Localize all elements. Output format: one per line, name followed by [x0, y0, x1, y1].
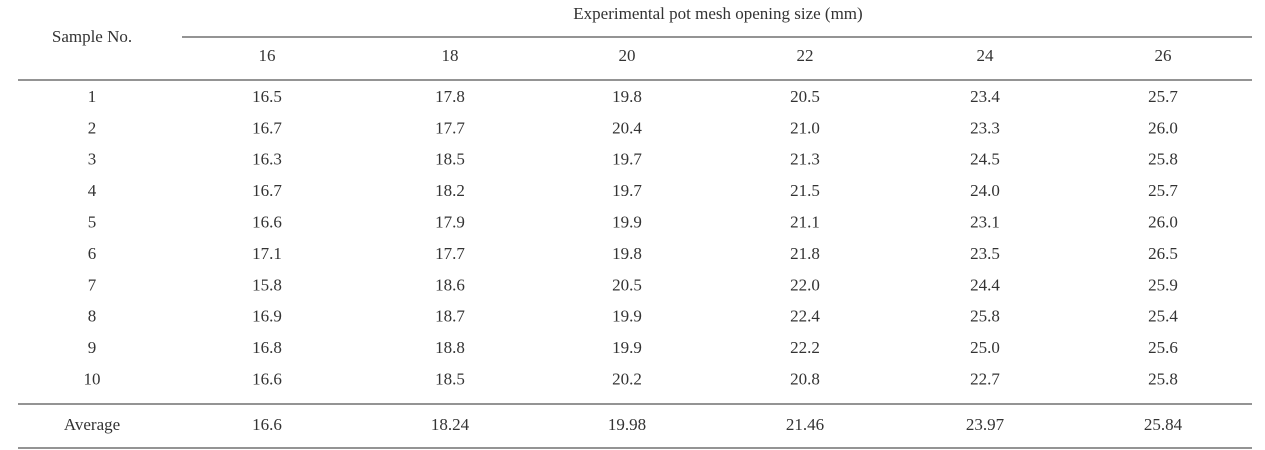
- cell: 23.3: [970, 118, 1000, 137]
- cell: 25.6: [1148, 338, 1178, 357]
- group-header: Experimental pot mesh opening size (mm): [573, 4, 862, 23]
- cell: 19.9: [612, 307, 642, 326]
- cell: 19.8: [612, 244, 642, 263]
- cell: 26.0: [1148, 213, 1178, 232]
- row-label: 5: [88, 213, 97, 232]
- cell: 18.5: [435, 370, 465, 389]
- column-header: 26: [1155, 46, 1172, 65]
- cell: 15.8: [252, 275, 282, 294]
- footer-cell: 21.46: [786, 415, 824, 434]
- cell: 16.9: [252, 307, 282, 326]
- cell: 21.3: [790, 150, 820, 169]
- cell: 21.1: [790, 213, 820, 232]
- row-label: 2: [88, 118, 97, 137]
- row-label: 10: [84, 370, 101, 389]
- row-label: 9: [88, 338, 97, 357]
- cell: 16.7: [252, 118, 282, 137]
- cell: 24.5: [970, 150, 1000, 169]
- cell: 23.4: [970, 87, 1000, 106]
- cell: 16.7: [252, 181, 282, 200]
- column-header: 18: [442, 46, 459, 65]
- cell: 24.0: [970, 181, 1000, 200]
- cell: 23.1: [970, 213, 1000, 232]
- column-header: 22: [797, 46, 814, 65]
- cell: 25.8: [1148, 150, 1178, 169]
- cell: 16.5: [252, 87, 282, 106]
- cell: 18.7: [435, 307, 465, 326]
- cell: 26.5: [1148, 244, 1178, 263]
- cell: 22.2: [790, 338, 820, 357]
- cell: 16.6: [252, 213, 282, 232]
- cell: 25.4: [1148, 307, 1178, 326]
- cell: 25.8: [1148, 370, 1178, 389]
- cell: 25.9: [1148, 275, 1178, 294]
- cell: 17.9: [435, 213, 465, 232]
- cell: 18.8: [435, 338, 465, 357]
- cell: 25.0: [970, 338, 1000, 357]
- cell: 20.5: [790, 87, 820, 106]
- cell: 20.8: [790, 370, 820, 389]
- cell: 20.5: [612, 275, 642, 294]
- cell: 16.6: [252, 370, 282, 389]
- cell: 18.2: [435, 181, 465, 200]
- footer-label: Average: [64, 415, 120, 434]
- cell: 22.0: [790, 275, 820, 294]
- row-header: Sample No.: [52, 27, 132, 46]
- cell: 17.1: [252, 244, 282, 263]
- cell: 20.4: [612, 118, 642, 137]
- cell: 21.8: [790, 244, 820, 263]
- cell: 25.7: [1148, 87, 1178, 106]
- cell: 24.4: [970, 275, 1000, 294]
- cell: 17.8: [435, 87, 465, 106]
- row-label: 4: [88, 181, 97, 200]
- cell: 17.7: [435, 118, 465, 137]
- footer-cell: 19.98: [608, 415, 646, 434]
- row-label: 8: [88, 307, 97, 326]
- row-label: 6: [88, 244, 97, 263]
- cell: 21.0: [790, 118, 820, 137]
- cell: 20.2: [612, 370, 642, 389]
- cell: 18.6: [435, 275, 465, 294]
- cell: 25.7: [1148, 181, 1178, 200]
- cell: 22.7: [970, 370, 1000, 389]
- column-header: 24: [977, 46, 995, 65]
- row-label: 3: [88, 150, 97, 169]
- column-header: 16: [259, 46, 276, 65]
- cell: 18.5: [435, 150, 465, 169]
- cell: 19.9: [612, 338, 642, 357]
- footer-cell: 25.84: [1144, 415, 1183, 434]
- column-header: 20: [619, 46, 636, 65]
- cell: 21.5: [790, 181, 820, 200]
- cell: 19.8: [612, 87, 642, 106]
- row-label: 1: [88, 87, 97, 106]
- cell: 19.9: [612, 213, 642, 232]
- row-label: 7: [88, 275, 97, 294]
- cell: 16.8: [252, 338, 282, 357]
- footer-cell: 23.97: [966, 415, 1005, 434]
- footer-cell: 18.24: [431, 415, 470, 434]
- footer-cell: 16.6: [252, 415, 282, 434]
- cell: 16.3: [252, 150, 282, 169]
- cell: 19.7: [612, 181, 642, 200]
- cell: 25.8: [970, 307, 1000, 326]
- cell: 23.5: [970, 244, 1000, 263]
- cell: 22.4: [790, 307, 820, 326]
- cell: 19.7: [612, 150, 642, 169]
- cell: 17.7: [435, 244, 465, 263]
- cell: 26.0: [1148, 118, 1178, 137]
